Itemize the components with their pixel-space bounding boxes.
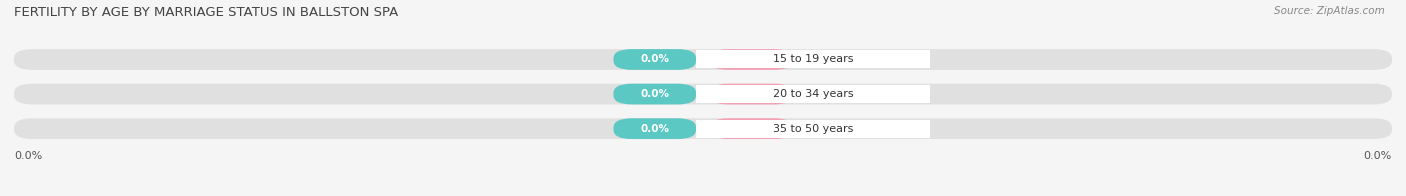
Text: 0.0%: 0.0% [640,54,669,64]
FancyBboxPatch shape [14,49,1392,70]
FancyBboxPatch shape [613,84,696,104]
FancyBboxPatch shape [14,84,1392,104]
Text: FERTILITY BY AGE BY MARRIAGE STATUS IN BALLSTON SPA: FERTILITY BY AGE BY MARRIAGE STATUS IN B… [14,6,398,19]
Text: 0.0%: 0.0% [1364,151,1392,161]
FancyBboxPatch shape [696,85,931,103]
FancyBboxPatch shape [696,120,931,138]
Text: 0.0%: 0.0% [737,54,766,64]
FancyBboxPatch shape [613,49,696,70]
FancyBboxPatch shape [710,118,793,139]
FancyBboxPatch shape [613,118,696,139]
Text: 0.0%: 0.0% [640,89,669,99]
Text: 0.0%: 0.0% [737,124,766,134]
Text: 0.0%: 0.0% [737,89,766,99]
FancyBboxPatch shape [14,118,1392,139]
Text: 0.0%: 0.0% [14,151,42,161]
FancyBboxPatch shape [696,51,931,68]
FancyBboxPatch shape [710,84,793,104]
Text: 15 to 19 years: 15 to 19 years [773,54,853,64]
Text: 20 to 34 years: 20 to 34 years [773,89,853,99]
Text: Source: ZipAtlas.com: Source: ZipAtlas.com [1274,6,1385,16]
Text: 35 to 50 years: 35 to 50 years [773,124,853,134]
Text: 0.0%: 0.0% [640,124,669,134]
FancyBboxPatch shape [710,49,793,70]
